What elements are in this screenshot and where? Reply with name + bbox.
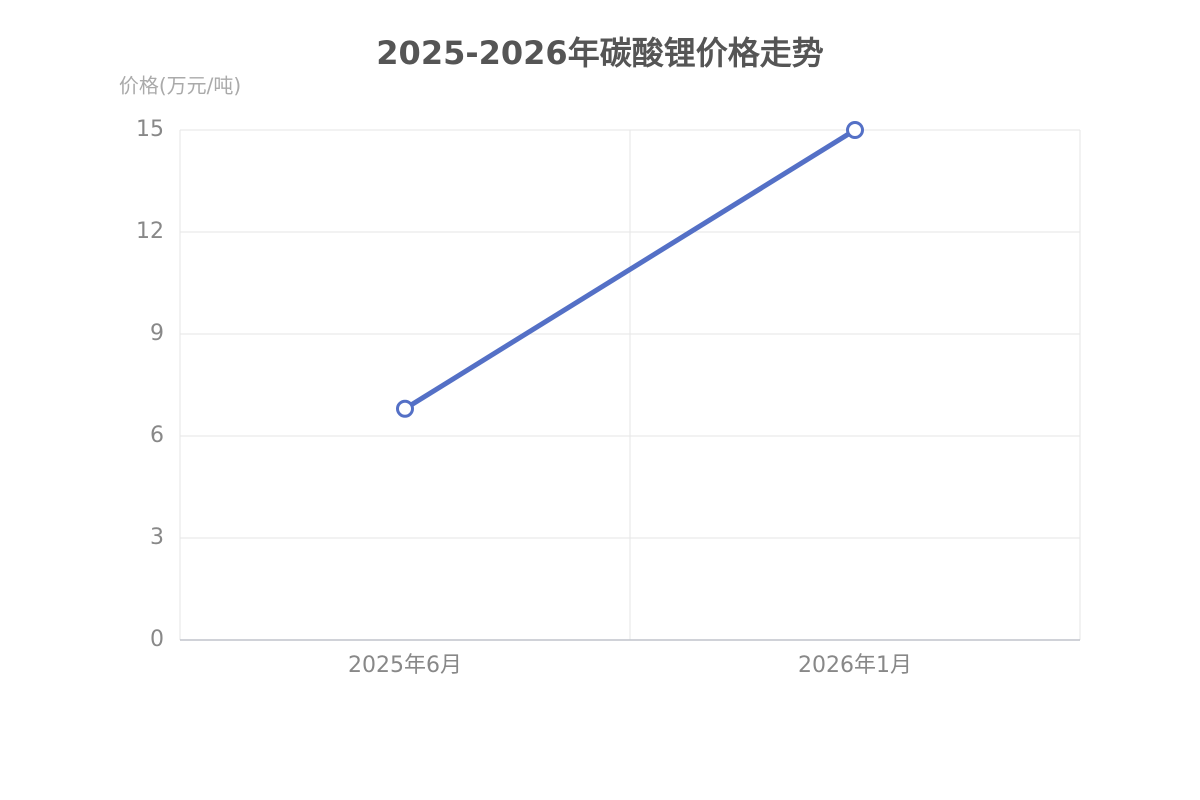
y-tick-label: 12 <box>136 219 164 244</box>
x-tick-label: 2025年6月 <box>348 653 462 678</box>
x-tick-label: 2026年1月 <box>798 653 912 678</box>
y-tick-label: 9 <box>150 321 164 346</box>
line <box>403 127 857 411</box>
point <box>846 121 864 139</box>
y-tick-label: 15 <box>136 117 164 142</box>
point <box>396 399 414 418</box>
chart-title: 2025-2026年碳酸锂价格走势 <box>376 34 823 72</box>
y-tick-label: 6 <box>150 423 164 448</box>
y-tick-label: 0 <box>150 627 164 652</box>
y-tick-label: 3 <box>150 525 164 550</box>
y-axis-title: 价格(万元/吨) <box>119 74 241 98</box>
